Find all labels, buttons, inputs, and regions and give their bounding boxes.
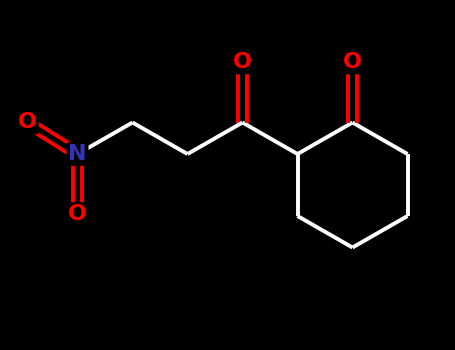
Text: N: N bbox=[68, 144, 87, 164]
Text: O: O bbox=[343, 52, 362, 72]
Text: O: O bbox=[68, 204, 87, 224]
Text: O: O bbox=[233, 52, 252, 72]
Text: O: O bbox=[18, 112, 37, 133]
